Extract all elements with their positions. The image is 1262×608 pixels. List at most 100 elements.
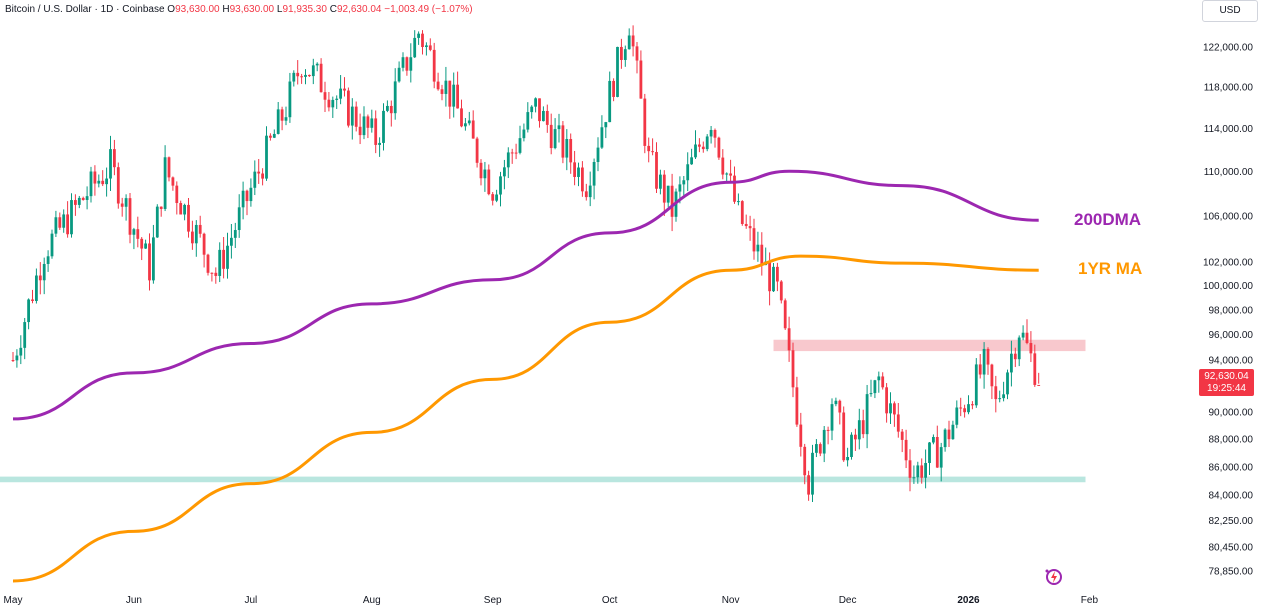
- candle-body: [218, 249, 222, 276]
- candle-body: [11, 360, 15, 362]
- candle-body: [811, 452, 814, 495]
- symbol-title: Bitcoin / U.S. Dollar · 1D · Coinbase: [5, 4, 165, 15]
- candle-body: [456, 84, 459, 109]
- candle-body: [651, 151, 654, 153]
- candle-body: [101, 180, 105, 185]
- candle-body: [230, 237, 233, 246]
- candle-body: [740, 201, 744, 224]
- candle-body: [799, 424, 803, 447]
- candle-body: [308, 74, 311, 77]
- candle-body: [783, 300, 787, 329]
- candle-body: [737, 201, 740, 203]
- y-tick-label: 88,000.00: [1209, 435, 1254, 446]
- candle-body: [776, 266, 779, 282]
- y-tick-label: 122,000.00: [1203, 43, 1253, 54]
- candle-body: [928, 442, 931, 463]
- candle-body: [612, 80, 615, 97]
- candle-body: [296, 72, 300, 77]
- candle-body: [327, 99, 331, 108]
- candle-body: [413, 37, 417, 58]
- candle-body: [479, 162, 483, 179]
- candle-body: [409, 57, 413, 71]
- candle-body: [904, 439, 908, 461]
- candle-body: [460, 108, 463, 127]
- candle-body: [226, 245, 229, 269]
- candle-body: [701, 146, 705, 150]
- y-tick-label: 96,000.00: [1209, 330, 1254, 341]
- candle-body: [971, 404, 974, 406]
- x-tick-label: Jul: [245, 595, 258, 606]
- candle-body: [206, 254, 210, 273]
- candle-body: [846, 456, 849, 461]
- candle-body: [319, 63, 323, 93]
- candle-body: [105, 178, 108, 185]
- candle-body: [428, 45, 432, 50]
- candle-body: [873, 380, 877, 394]
- candle-body: [690, 157, 693, 165]
- candle-body: [483, 169, 487, 179]
- candle-body: [861, 420, 865, 435]
- x-tick-label: Dec: [839, 595, 857, 606]
- open-value: 93,630.00: [175, 4, 220, 15]
- tradingview-logo-icon[interactable]: [1043, 567, 1065, 587]
- candle-body: [932, 436, 935, 443]
- candle-body: [978, 364, 982, 375]
- candle-body: [85, 196, 89, 200]
- candle-body: [347, 90, 350, 126]
- candle-body: [889, 403, 892, 414]
- x-tick-label: Jun: [126, 595, 142, 606]
- candle-body: [791, 350, 795, 388]
- candle-body: [857, 420, 861, 440]
- candle-body: [682, 180, 686, 185]
- candle-body: [467, 120, 471, 124]
- candle-body: [885, 387, 888, 414]
- candle-body: [729, 173, 732, 176]
- y-tick-label: 102,000.00: [1203, 257, 1253, 268]
- candle-body: [382, 110, 385, 143]
- candle-body: [417, 33, 420, 38]
- y-tick-label: 84,000.00: [1209, 491, 1254, 502]
- candle-body: [935, 436, 939, 468]
- candle-body: [358, 126, 362, 136]
- y-tick-label: 82,250.00: [1209, 516, 1254, 527]
- candle-body: [288, 81, 292, 118]
- candle-body: [257, 171, 261, 174]
- y-tick-label: 90,000.00: [1209, 408, 1254, 419]
- y-tick-label: 98,000.00: [1209, 305, 1254, 316]
- candle-body: [542, 110, 545, 122]
- candle-body: [768, 261, 771, 292]
- candle-body: [588, 185, 592, 198]
- candle-body: [109, 149, 112, 179]
- candle-body: [464, 123, 467, 127]
- candle-body: [631, 35, 635, 47]
- candle-body: [113, 149, 116, 168]
- candle-body: [666, 185, 670, 203]
- candle-body: [425, 45, 428, 48]
- candle-body: [202, 233, 206, 255]
- candle-body: [604, 122, 608, 128]
- candle-body: [854, 434, 857, 440]
- candle-body: [159, 206, 163, 209]
- candle-body: [269, 135, 272, 138]
- currency-button[interactable]: USD: [1202, 0, 1258, 22]
- candle-body: [124, 198, 128, 207]
- candle-body: [393, 81, 397, 114]
- candle-body: [335, 98, 339, 100]
- candle-body: [573, 162, 576, 177]
- y-tick-label: 106,000.00: [1203, 211, 1253, 222]
- change-value: −1,003.49 (−1.07%): [384, 4, 473, 15]
- candle-body: [265, 135, 268, 179]
- candle-body: [662, 174, 666, 203]
- candle-body: [249, 187, 253, 202]
- candle-body: [171, 177, 175, 186]
- candle-body: [549, 124, 553, 149]
- y-tick-label: 118,000.00: [1204, 83, 1254, 94]
- candle-body: [733, 175, 736, 202]
- candle-body: [475, 138, 479, 163]
- candle-body: [982, 348, 986, 375]
- candle-body: [1013, 353, 1017, 360]
- candle-body: [659, 174, 662, 189]
- candle-body: [444, 80, 448, 94]
- ohlc-legend: Bitcoin / U.S. Dollar · 1D · Coinbase O9…: [5, 4, 473, 15]
